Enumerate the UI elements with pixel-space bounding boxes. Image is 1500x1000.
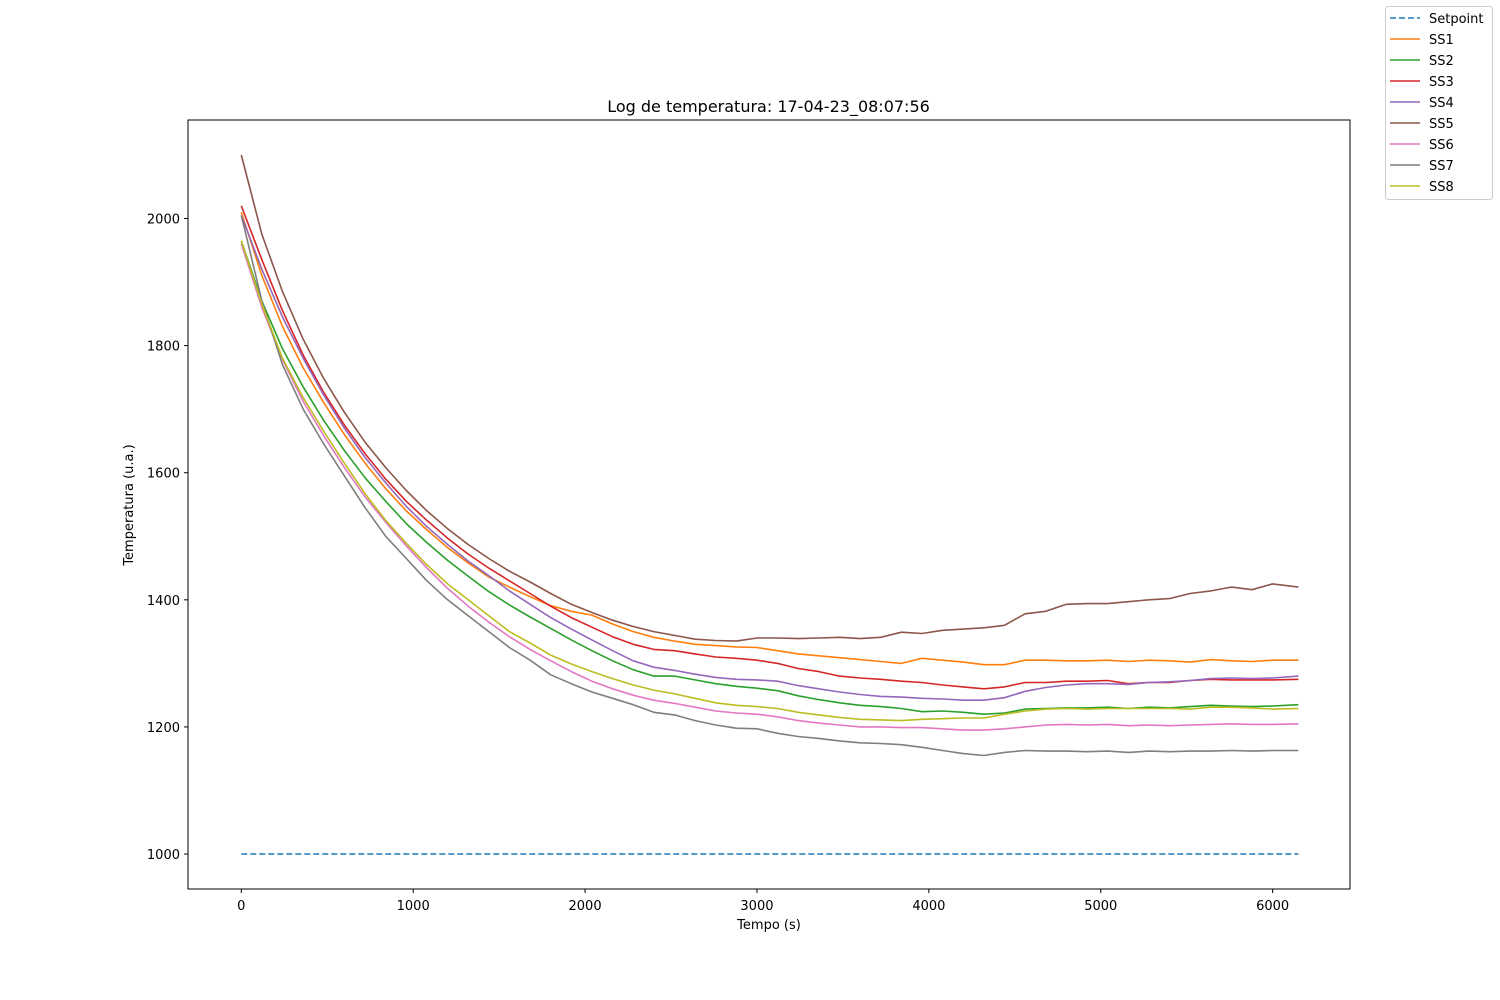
series-line-ss5 [240, 154, 1299, 642]
legend-label: SS1 [1429, 33, 1454, 48]
series-line-ss1 [240, 211, 1299, 666]
y-axis: 1000 1200 1400 1600 1800 2000 [147, 213, 188, 863]
x-tick-label: 3000 [740, 899, 773, 914]
y-tick-label: 1800 [147, 340, 180, 355]
series-line-ss7 [240, 215, 1299, 757]
series-line-ss2 [240, 240, 1299, 716]
y-axis-label: Temperatura (u.a.) [122, 444, 137, 566]
x-axis-label: Tempo (s) [736, 918, 801, 933]
legend: Setpoint SS1 SS2 SS3 SS4 SS5 SS6 SS7 SS8 [1385, 6, 1493, 200]
legend-label: SS4 [1429, 96, 1454, 111]
legend-label: SS2 [1429, 54, 1454, 69]
legend-label: SS7 [1429, 159, 1454, 174]
legend-label: SS6 [1429, 138, 1454, 153]
plot-area [187, 119, 1351, 890]
x-tick-label: 1000 [397, 899, 430, 914]
legend-label: Setpoint [1429, 12, 1484, 27]
y-tick-label: 1200 [147, 721, 180, 736]
y-tick-label: 1600 [147, 467, 180, 482]
series-line-ss3 [240, 205, 1299, 690]
x-tick-label: 5000 [1084, 899, 1117, 914]
legend-box [1385, 6, 1493, 200]
x-axis: 0 1000 2000 3000 4000 5000 6000 [237, 889, 1289, 914]
y-tick-label: 1400 [147, 594, 180, 609]
legend-label: SS8 [1429, 180, 1454, 195]
y-tick-label: 1000 [147, 848, 180, 863]
x-tick-label: 2000 [569, 899, 602, 914]
y-tick-label: 2000 [147, 213, 180, 228]
legend-label: SS5 [1429, 117, 1454, 132]
x-tick-label: 6000 [1256, 899, 1289, 914]
series-line-ss4 [240, 215, 1299, 702]
x-tick-label: 4000 [912, 899, 945, 914]
legend-label: SS3 [1429, 75, 1454, 90]
x-tick-label: 0 [237, 899, 245, 914]
series-line-ss6 [240, 243, 1299, 731]
chart-title: Log de temperatura: 17-04-23_08:07:56 [607, 97, 930, 117]
series-lines [240, 154, 1299, 855]
series-line-ss8 [240, 240, 1299, 722]
